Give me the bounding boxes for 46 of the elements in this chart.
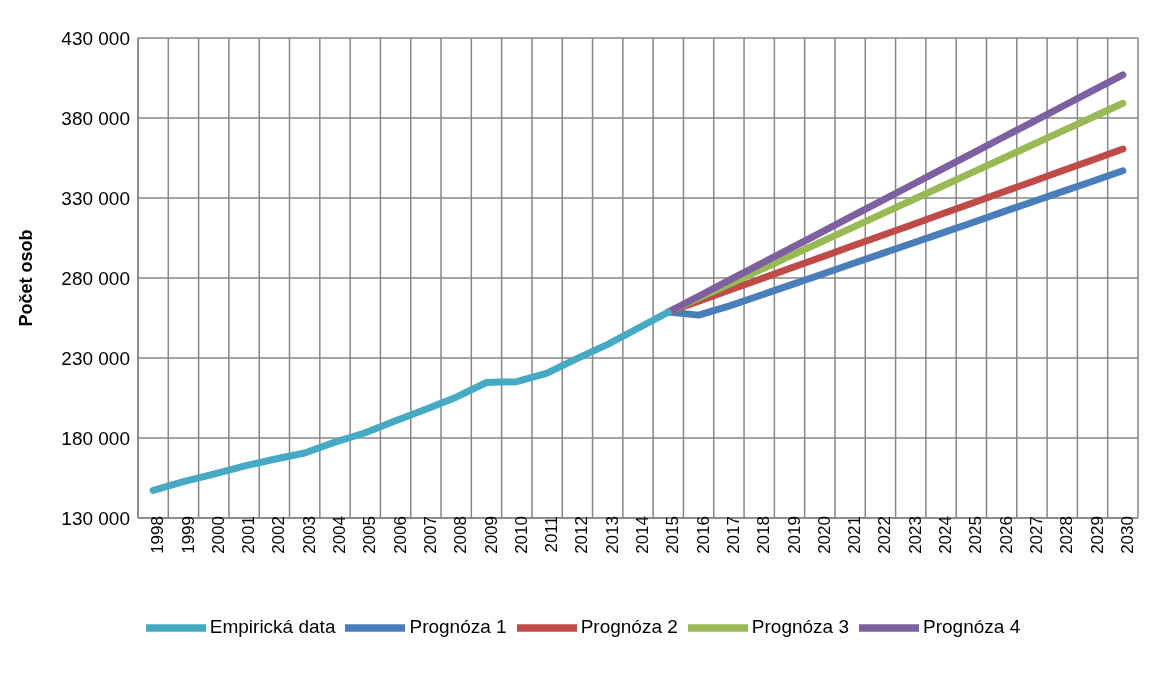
x-tick-label: 2017 [723, 516, 743, 554]
x-tick-label: 2009 [481, 516, 501, 554]
x-tick-label: 2021 [845, 516, 865, 554]
x-tick-label: 2019 [784, 516, 804, 554]
x-tick-label: 2029 [1087, 516, 1107, 554]
x-tick-label: 2023 [905, 516, 925, 554]
x-tick-label: 2007 [420, 516, 440, 554]
x-tick-label: 2020 [814, 516, 834, 554]
x-tick-label: 2002 [269, 516, 289, 554]
x-tick-label: 2012 [572, 516, 592, 554]
x-tick-label: 2011 [542, 516, 562, 553]
x-tick-label: 1998 [148, 516, 168, 554]
x-tick-label: 2014 [633, 516, 653, 554]
y-tick-label: 180 000 [61, 427, 130, 449]
x-tick-label: 2003 [299, 516, 319, 554]
x-tick-label: 2001 [239, 516, 259, 554]
x-tick-label: 2028 [1057, 516, 1077, 554]
x-tick-label: 2016 [693, 516, 713, 554]
y-tick-label: 280 000 [61, 267, 130, 289]
legend-label: Empirická data [209, 616, 336, 638]
x-tick-label: 2025 [966, 516, 986, 554]
x-tick-label: 2006 [390, 516, 410, 554]
x-tick-label: 2013 [602, 516, 622, 554]
legend-label: Prognóza 3 [751, 616, 850, 638]
y-tick-label: 430 000 [61, 27, 130, 49]
x-tick-label: 2024 [936, 516, 956, 554]
y-tick-label: 230 000 [61, 347, 130, 369]
y-tick-label: 380 000 [61, 107, 130, 129]
x-tick-label: 2030 [1117, 516, 1137, 554]
y-tick-label: 130 000 [61, 507, 130, 529]
x-tick-label: 2027 [1027, 516, 1047, 554]
x-tick-label: 1999 [178, 516, 198, 554]
x-tick-label: 2018 [754, 516, 774, 554]
legend-label: Prognóza 2 [580, 616, 678, 638]
legend-label: Prognóza 1 [409, 616, 507, 638]
y-axis-title: Počet osob [16, 229, 37, 327]
x-tick-label: 2026 [996, 516, 1016, 554]
x-tick-label: 2005 [360, 516, 380, 554]
x-tick-label: 2015 [663, 516, 683, 554]
legend-label: Prognóza 4 [923, 616, 1021, 638]
x-tick-label: 2004 [330, 516, 350, 554]
x-tick-label: 2022 [875, 516, 895, 554]
y-tick-label: 330 000 [61, 187, 130, 209]
x-tick-label: 2000 [208, 516, 228, 554]
x-tick-label: 2010 [511, 516, 531, 554]
x-tick-label: 2008 [451, 516, 471, 554]
